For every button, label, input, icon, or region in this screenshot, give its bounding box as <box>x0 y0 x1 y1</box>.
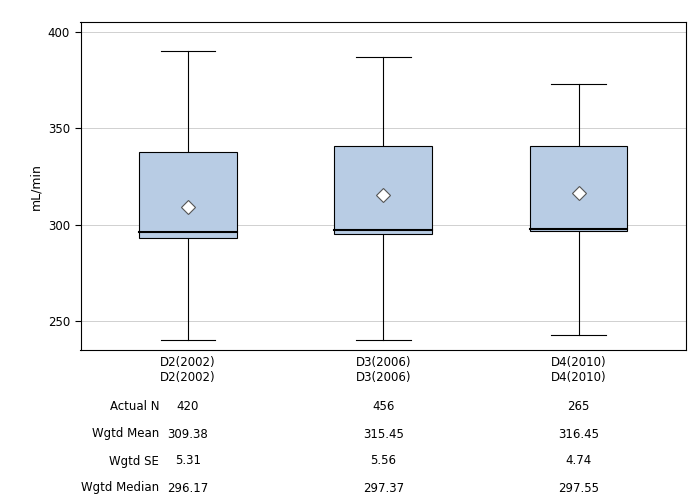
Text: Wgtd Median: Wgtd Median <box>81 482 159 494</box>
Text: 315.45: 315.45 <box>363 428 404 440</box>
Text: 309.38: 309.38 <box>167 428 209 440</box>
Text: 456: 456 <box>372 400 394 413</box>
Text: D4(2010): D4(2010) <box>551 370 606 384</box>
Text: 297.37: 297.37 <box>363 482 404 494</box>
Bar <box>530 146 627 230</box>
Text: Wgtd SE: Wgtd SE <box>109 454 159 468</box>
Bar <box>335 146 432 234</box>
Text: 265: 265 <box>568 400 590 413</box>
Text: D2(2002): D2(2002) <box>160 370 216 384</box>
Text: 5.56: 5.56 <box>370 454 396 468</box>
Y-axis label: mL/min: mL/min <box>29 163 42 210</box>
Text: Wgtd Mean: Wgtd Mean <box>92 428 159 440</box>
Text: 297.55: 297.55 <box>558 482 599 494</box>
Bar <box>139 152 237 238</box>
Text: 4.74: 4.74 <box>566 454 592 468</box>
Text: 316.45: 316.45 <box>558 428 599 440</box>
Text: 296.17: 296.17 <box>167 482 209 494</box>
Text: 5.31: 5.31 <box>175 454 201 468</box>
Text: D3(2006): D3(2006) <box>356 370 411 384</box>
Text: Actual N: Actual N <box>110 400 159 413</box>
Text: 420: 420 <box>176 400 199 413</box>
